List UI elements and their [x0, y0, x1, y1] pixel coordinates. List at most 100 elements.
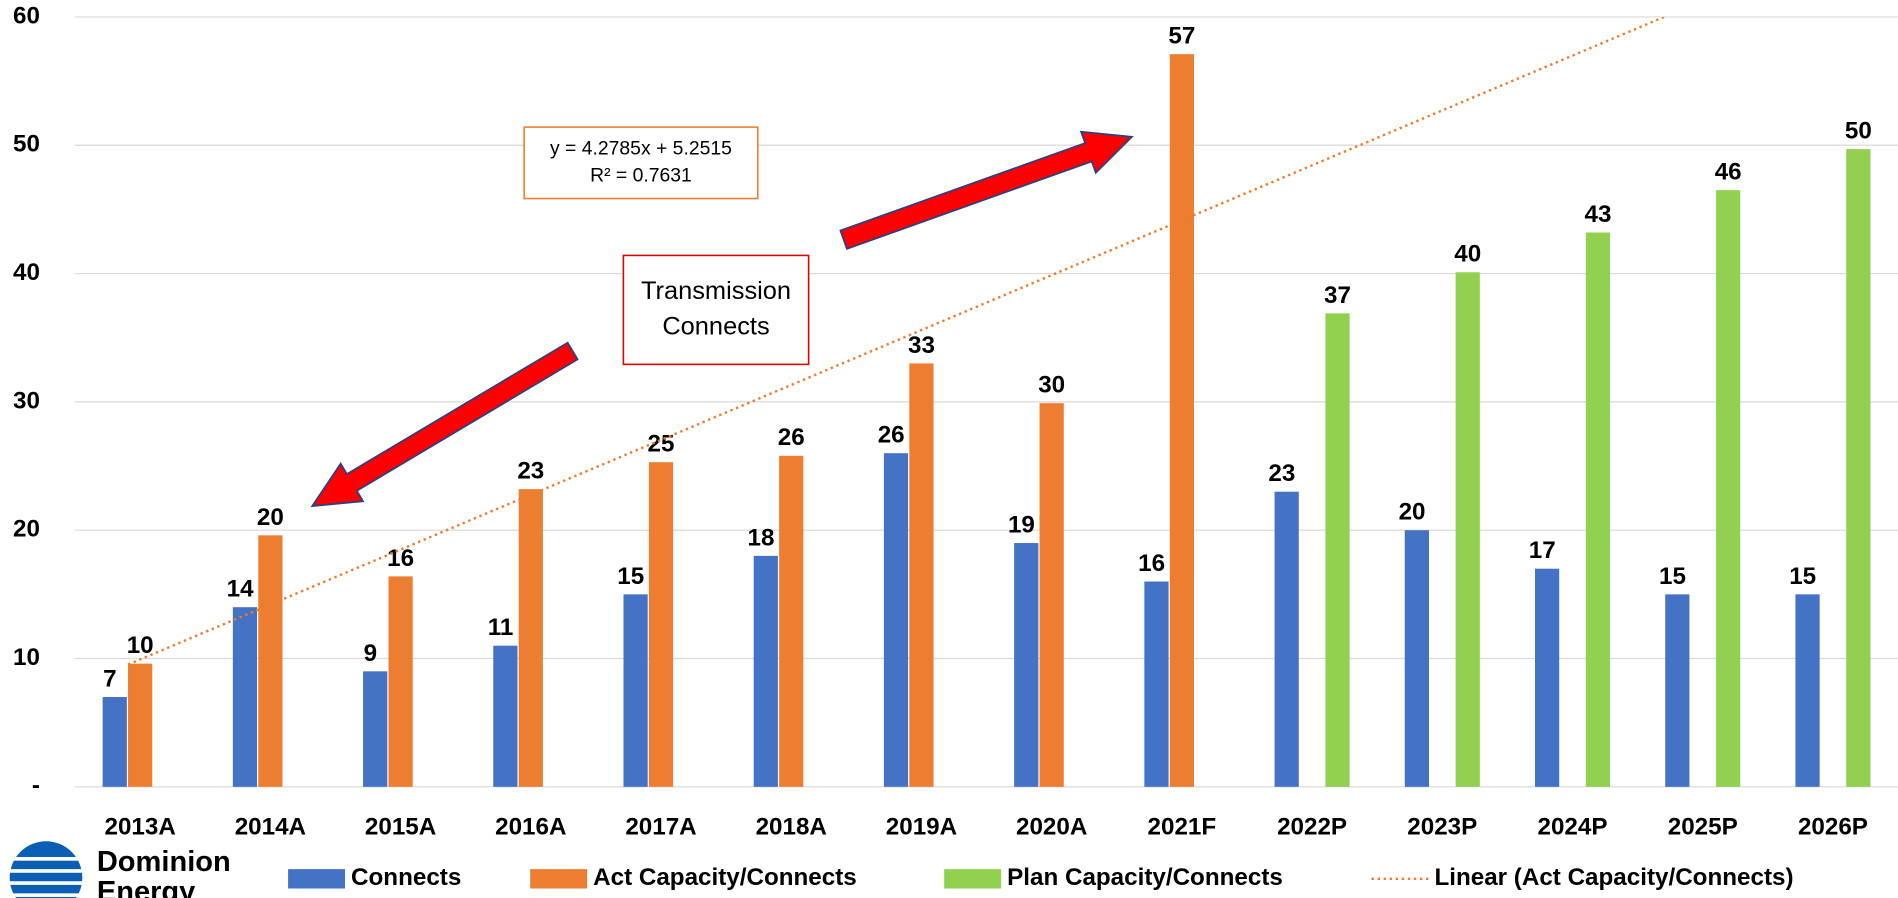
data-label: 33 — [908, 332, 935, 359]
data-label: 9 — [364, 640, 377, 667]
y-tick-label: 60 — [13, 2, 40, 29]
x-tick-label: 2024P — [1538, 813, 1608, 840]
bar — [1846, 149, 1871, 787]
bar — [1144, 581, 1169, 787]
bar — [1169, 54, 1194, 787]
data-label: 23 — [1268, 460, 1295, 487]
data-label: 7 — [103, 665, 116, 692]
arrow — [310, 341, 579, 508]
data-label: 30 — [1038, 372, 1065, 399]
logo-text: Energy — [97, 876, 195, 898]
annotation-box — [622, 254, 810, 366]
bar — [1014, 543, 1039, 787]
bar — [128, 663, 153, 787]
chart-body: - 10 20 30 40 50 60 2013A 2014A 2015A 2016A 2017A 20… — [7, 2, 1898, 898]
x-tick-label: 2019A — [886, 813, 957, 840]
data-label: 10 — [127, 632, 154, 659]
data-label: 18 — [748, 524, 775, 551]
legend-swatch — [530, 869, 588, 889]
bar — [518, 489, 543, 787]
bar — [1795, 594, 1820, 787]
x-tick-label: 2014A — [235, 813, 306, 840]
arrow — [839, 130, 1134, 250]
data-label: 23 — [517, 458, 544, 485]
legend-label: Linear (Act Capacity/Connects) — [1434, 864, 1793, 891]
data-label: 43 — [1584, 201, 1611, 228]
bar — [1455, 272, 1480, 787]
data-label: 14 — [227, 576, 254, 603]
bar — [1665, 594, 1690, 787]
legend-swatch — [288, 869, 345, 889]
x-tick-label: 2020A — [1016, 813, 1087, 840]
logo-stripe — [7, 881, 85, 885]
data-label: 20 — [1399, 499, 1426, 526]
data-label: 46 — [1715, 159, 1742, 186]
data-label: 11 — [488, 614, 514, 641]
bar — [1716, 190, 1741, 787]
data-label: 19 — [1008, 511, 1035, 538]
x-tick-label: 2021F — [1148, 813, 1217, 840]
annotation-box — [523, 126, 759, 200]
logo-text: Dominion — [97, 846, 231, 878]
trend-line — [127, 16, 1668, 666]
bar — [388, 576, 413, 787]
data-label: 15 — [617, 563, 644, 590]
bar — [493, 645, 518, 787]
x-tick-label: 2013A — [104, 813, 175, 840]
annotation-text: R² = 0.7631 — [590, 164, 692, 186]
bar — [753, 555, 778, 787]
y-tick-label: 30 — [13, 387, 40, 414]
data-label: 16 — [1138, 550, 1165, 577]
bar — [258, 535, 283, 787]
legend-label: Connects — [351, 864, 461, 891]
x-tick-label: 2016A — [495, 813, 566, 840]
bar — [909, 363, 934, 787]
x-tick-label: 2017A — [625, 813, 696, 840]
data-label: 15 — [1659, 563, 1686, 590]
legend-label: Act Capacity/Connects — [593, 864, 857, 891]
data-label: 37 — [1324, 282, 1351, 309]
bar — [883, 453, 909, 787]
bar — [363, 671, 388, 787]
annotation-text: Connects — [662, 312, 769, 340]
data-label: 17 — [1529, 537, 1556, 564]
x-tick-label: 2015A — [365, 813, 436, 840]
bar — [779, 455, 804, 787]
bar — [1535, 568, 1560, 787]
bar — [232, 607, 258, 787]
bar — [102, 697, 127, 787]
data-label: 40 — [1454, 241, 1481, 268]
data-label: 20 — [257, 504, 284, 531]
bar — [1325, 313, 1350, 787]
bar — [1404, 530, 1429, 787]
y-tick-label: 40 — [13, 259, 40, 286]
annotation-text: Transmission — [641, 277, 791, 305]
x-tick-label: 2026P — [1798, 813, 1868, 840]
bar — [648, 462, 674, 787]
data-label: 26 — [878, 422, 905, 449]
y-tick-label: 10 — [13, 644, 40, 671]
y-tick-label: - — [32, 772, 40, 799]
bar — [1585, 232, 1611, 787]
annotation-text: y = 4.2785x + 5.2515 — [550, 137, 732, 159]
legend-swatch — [944, 869, 1002, 889]
y-tick-label: 50 — [13, 131, 40, 158]
x-tick-label: 2023P — [1407, 813, 1477, 840]
data-label: 57 — [1168, 23, 1195, 50]
data-label: 26 — [778, 424, 805, 451]
x-tick-label: 2025P — [1668, 813, 1738, 840]
logo-stripe — [7, 857, 85, 861]
y-tick-label: 20 — [13, 516, 40, 543]
logo-stripe — [7, 869, 85, 873]
legend-label: Plan Capacity/Connects — [1007, 864, 1283, 891]
bar — [623, 594, 648, 787]
logo-stripe — [7, 893, 85, 897]
x-tick-label: 2022P — [1277, 813, 1347, 840]
data-label: 50 — [1845, 118, 1872, 145]
bar — [1274, 491, 1299, 787]
data-label: 16 — [387, 545, 414, 572]
x-tick-label: 2018A — [756, 813, 827, 840]
bar — [1039, 403, 1064, 787]
